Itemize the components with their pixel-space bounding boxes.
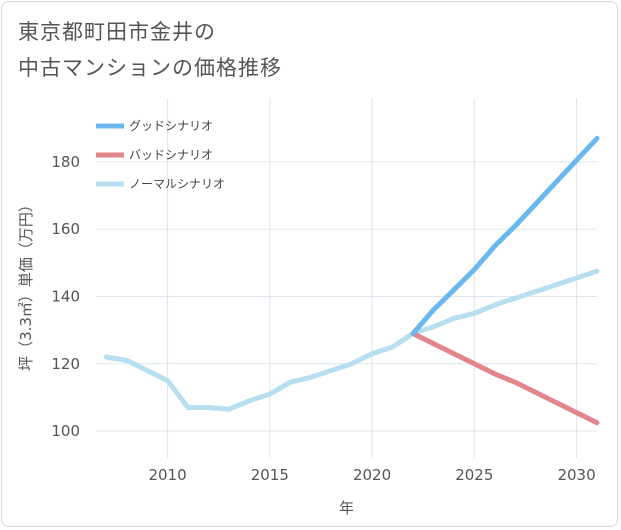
y-tick-label: 100 [51,422,80,440]
x-tick-label: 2010 [148,466,186,484]
x-axis-label: 年 [339,499,354,517]
x-tick-label: 2020 [353,466,391,484]
y-axis-label: 坪（3.3㎡）単価（万円） [17,197,35,371]
x-axis-ticks: 2010 2015 2020 2025 2030 [148,466,595,484]
y-axis-ticks: 100 120 140 160 180 [51,153,80,440]
chart-title: 東京都町田市金井の 中古マンションの価格推移 [18,14,282,86]
legend-label: ノーマルシナリオ [129,177,225,191]
grid [96,98,597,458]
y-tick-label: 160 [51,220,80,238]
legend-label: バッドシナリオ [129,148,213,162]
x-tick-label: 2015 [251,466,289,484]
series-line-good [410,135,600,336]
y-tick-label: 180 [51,153,80,171]
series-line-normal [103,268,600,412]
x-tick-label: 2025 [455,466,493,484]
chart-title-line1: 東京都町田市金井の [18,20,216,44]
x-tick-label: 2030 [557,466,595,484]
chart-title-line2: 中古マンションの価格推移 [18,56,282,80]
series-line-bad [410,331,600,426]
legend-label: グッドシナリオ [129,119,213,133]
y-tick-label: 120 [51,355,80,373]
series-lines [103,135,600,426]
y-tick-label: 140 [51,288,80,306]
